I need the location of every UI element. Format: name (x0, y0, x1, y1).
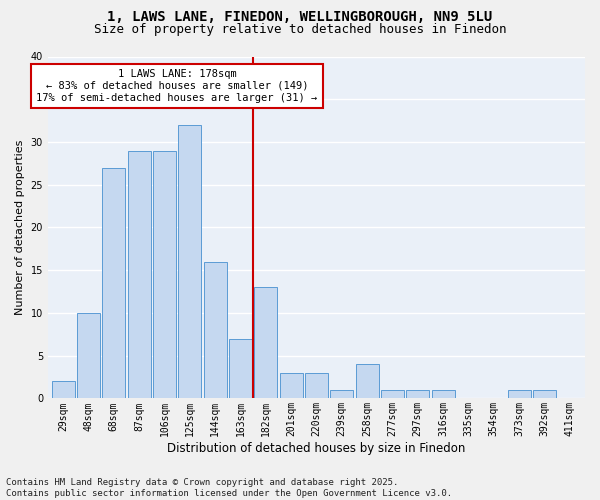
Bar (77, 313, 100, 398)
X-axis label: Distribution of detached houses by size in Finedon: Distribution of detached houses by size … (167, 442, 466, 455)
Bar (229, 338, 252, 398)
Bar (153, 150, 176, 398)
Bar (406, 390, 429, 398)
Bar (381, 390, 404, 398)
Bar (432, 390, 455, 398)
Bar (103, 168, 125, 398)
Text: Size of property relative to detached houses in Finedon: Size of property relative to detached ho… (94, 22, 506, 36)
Bar (254, 288, 277, 399)
Text: Contains HM Land Registry data © Crown copyright and database right 2025.
Contai: Contains HM Land Registry data © Crown c… (6, 478, 452, 498)
Bar (178, 125, 201, 398)
Bar (356, 364, 379, 398)
Text: 1 LAWS LANE: 178sqm
← 83% of detached houses are smaller (149)
17% of semi-detac: 1 LAWS LANE: 178sqm ← 83% of detached ho… (37, 70, 318, 102)
Bar (305, 373, 328, 398)
Bar (508, 390, 530, 398)
Bar (128, 150, 151, 398)
Bar (533, 390, 556, 398)
Bar (331, 390, 353, 398)
Bar (52, 382, 74, 398)
Y-axis label: Number of detached properties: Number of detached properties (15, 140, 25, 315)
Bar (280, 373, 302, 398)
Text: 1, LAWS LANE, FINEDON, WELLINGBOROUGH, NN9 5LU: 1, LAWS LANE, FINEDON, WELLINGBOROUGH, N… (107, 10, 493, 24)
Bar (204, 262, 227, 398)
